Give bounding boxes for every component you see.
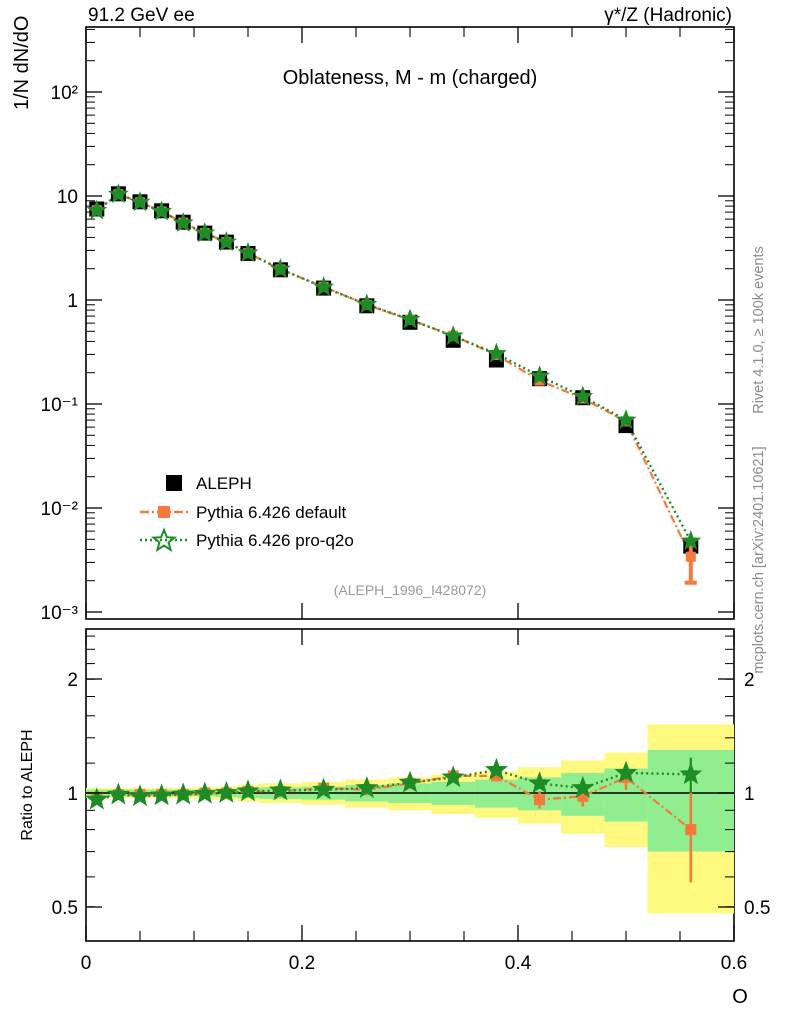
main-ytick-label-2: 1	[67, 291, 78, 312]
legend: ALEPH Pythia 6.426 default Pythia 6.426 …	[140, 474, 354, 553]
ratio-pythia-proq2o-marker	[171, 782, 195, 805]
ratio-ytick-label-0: 2	[67, 670, 78, 691]
pythia-proq2o-marker	[194, 222, 216, 242]
pythia-proq2o-marker	[86, 199, 108, 220]
ratio-ytick-label-right-0: 2	[744, 670, 755, 691]
ratio-pythia-proq2o-marker	[312, 777, 336, 800]
pythia-proq2o-marker	[615, 409, 637, 430]
ratio-pythia-proq2o-marker	[150, 783, 174, 806]
ratio-pythia-default-marker	[577, 790, 589, 802]
ratio-pythia-proq2o-marker	[355, 776, 379, 798]
pythia-proq2o-marker	[129, 191, 151, 212]
ratio-pythia-proq2o-marker	[236, 779, 260, 802]
legend-label-2: Pythia 6.426 pro-q2o	[196, 531, 354, 550]
ratio-pythia-proq2o-curve	[96, 768, 691, 801]
pythia-proq2o-marker	[529, 365, 551, 386]
pythia-proq2o-marker	[215, 231, 237, 252]
main-data-series	[86, 183, 702, 585]
pythia-proq2o-marker	[107, 183, 129, 204]
watermark-analysis-id: (ALEPH_1996_I428072)	[334, 582, 487, 598]
pythia-proq2o-marker	[442, 325, 464, 345]
main-ytick-label-0: 10²	[51, 83, 78, 104]
pythia-proq2o-marker	[680, 530, 702, 551]
pythia-proq2o-marker	[399, 308, 421, 329]
ratio-x-ticks	[85, 629, 735, 941]
pythia-proq2o-marker	[172, 212, 194, 232]
ratio-pythia-proq2o-marker	[528, 771, 552, 794]
main-ytick-label-1: 10	[57, 187, 78, 208]
ratio-data-series	[85, 757, 703, 883]
x-axis-label: O	[732, 986, 748, 1008]
ratio-uncertainty-bands	[86, 724, 734, 914]
ratio-pythia-proq2o-marker	[85, 787, 109, 810]
main-y-axis-label: 1/N dN/dO	[11, 16, 33, 110]
side-text-mcplots: mcplots.cern.ch [arXiv:2401.10621]	[751, 446, 767, 673]
ratio-pythia-proq2o-marker	[128, 784, 152, 807]
legend-label-0: ALEPH	[196, 474, 252, 493]
ratio-ytick-label-right-2: 0.5	[744, 898, 770, 919]
ratio-pythia-default-marker	[490, 770, 502, 782]
pythia-proq2o-marker	[572, 385, 594, 406]
legend-label-1: Pythia 6.426 default	[196, 503, 347, 522]
header-right: γ*/Z (Hadronic)	[604, 5, 732, 26]
ratio-y-minor-ticks	[86, 635, 734, 908]
ratio-y-axis-label: Ratio to ALEPH	[19, 729, 36, 840]
ratio-pythia-default-marker	[685, 824, 697, 836]
header-left: 91.2 GeV ee	[88, 5, 195, 26]
xtick-label-2: 0.4	[505, 953, 532, 974]
pythia-proq2o-marker	[356, 293, 378, 314]
main-x-ticks	[85, 27, 735, 619]
xtick-label-0: 0	[81, 953, 92, 974]
ratio-ytick-label-2: 0.5	[52, 898, 78, 919]
ratio-pythia-proq2o-marker	[571, 776, 595, 798]
xtick-label-1: 0.2	[289, 953, 315, 974]
pythia-proq2o-marker	[151, 200, 173, 221]
main-ytick-label-5: 10⁻³	[41, 603, 79, 624]
ratio-ytick-label-right-1: 1	[744, 784, 755, 805]
ratio-pythia-default-marker	[534, 794, 546, 806]
ratio-pythia-proq2o-marker	[398, 770, 422, 793]
xtick-label-3: 0.6	[721, 953, 747, 974]
main-ytick-label-3: 10⁻¹	[41, 395, 79, 416]
pythia-proq2o-marker	[269, 258, 291, 279]
pythia-proq2o-marker	[313, 276, 335, 297]
ratio-pythia-proq2o-marker	[441, 765, 465, 788]
ratio-pythia-proq2o-marker	[106, 782, 130, 805]
ratio-pythia-proq2o-marker	[679, 762, 703, 785]
main-y-ticks	[86, 91, 734, 613]
main-y-minor-ticks	[86, 28, 734, 582]
pythia-proq2o-marker	[485, 342, 507, 363]
legend-marker-pythia-default	[158, 506, 170, 518]
ratio-ytick-label-1: 1	[67, 784, 78, 805]
pythia-proq2o-curve	[96, 192, 692, 542]
ratio-pythia-proq2o-marker	[614, 760, 638, 783]
pythia-proq2o-marker	[237, 242, 259, 262]
ratio-pythia-proq2o-marker	[484, 757, 508, 780]
ratio-pythia-proq2o-marker	[193, 781, 217, 804]
legend-marker-aleph	[166, 475, 182, 491]
side-text-rivet: Rivet 4.1.0, ≥ 100k events	[751, 246, 767, 414]
ratio-pythia-proq2o-marker	[268, 778, 292, 801]
page-title: Oblateness, M - m (charged)	[283, 67, 538, 89]
main-ytick-label-4: 10⁻²	[41, 499, 79, 520]
legend-marker-pythia-proq2o	[150, 527, 178, 553]
ratio-pythia-proq2o-marker	[214, 780, 238, 803]
pythia-default-curve	[96, 192, 692, 558]
